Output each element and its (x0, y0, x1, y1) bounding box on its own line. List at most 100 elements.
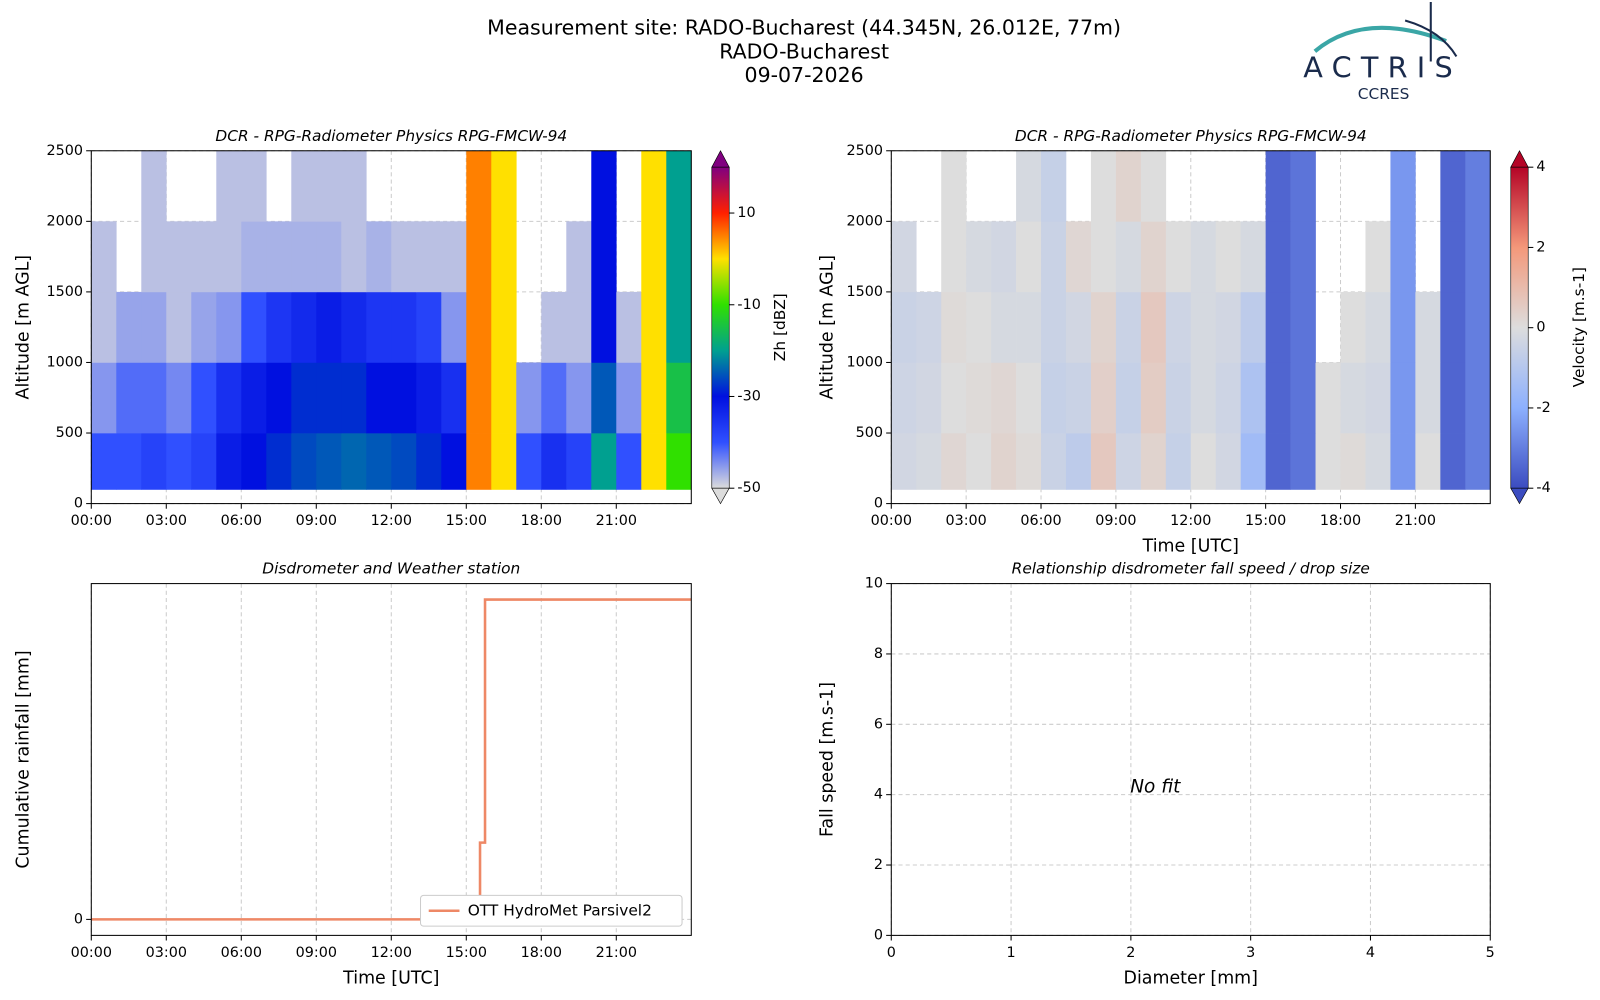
heat-cell (666, 362, 692, 434)
x-tick-label: 12:00 (371, 945, 412, 961)
heat-cell (441, 362, 467, 434)
heat-cell (341, 221, 367, 293)
heat-cell (966, 291, 992, 363)
heat-cell (891, 362, 917, 434)
heat-cell (241, 291, 267, 363)
x-tick-label: 2 (1126, 945, 1135, 961)
heat-cell (941, 291, 967, 363)
heat-cell (1090, 291, 1117, 363)
heat-cell (1340, 433, 1366, 490)
heat-cell (341, 362, 367, 434)
heat-cell (1265, 221, 1291, 293)
colorbar-extend-top (1510, 150, 1529, 168)
heat-cell (1165, 433, 1192, 490)
heat-cell (216, 291, 242, 363)
heat-cell (1390, 150, 1416, 222)
y-tick-label: 0 (874, 927, 883, 943)
logo-sub: CCRES (1358, 85, 1410, 103)
heat-cell (266, 433, 292, 490)
heat-cell (91, 433, 117, 490)
heat-cell (1065, 221, 1092, 293)
heat-cell (141, 362, 167, 434)
heat-cell (1165, 291, 1192, 363)
colorbar-tick-label: -4 (1536, 480, 1550, 496)
x-tick-label: 06:00 (221, 513, 262, 529)
heat-cell (291, 150, 317, 222)
x-tick-label: 21:00 (596, 513, 637, 529)
heat-cell (966, 221, 992, 293)
y-tick-label: 4 (874, 787, 883, 803)
logo-mast (1404, 2, 1458, 62)
heat-cell (1465, 291, 1491, 363)
heat-cell (1465, 433, 1491, 490)
x-axis-label: Diameter [mm] (1124, 968, 1258, 988)
heat-cell (341, 150, 367, 222)
heat-cell (1090, 433, 1117, 490)
heat-cell (616, 362, 642, 434)
heat-cell (491, 221, 517, 293)
heat-cell (566, 362, 592, 434)
heat-cell (116, 433, 142, 490)
y-tick-label: 0 (74, 496, 83, 512)
y-tick-label: 2000 (47, 213, 84, 229)
heat-cell (1140, 150, 1167, 222)
heat-cell (266, 362, 292, 434)
heat-cell (291, 291, 317, 363)
heat-cell (1290, 221, 1316, 293)
heat-cell (316, 221, 342, 293)
panel: 00:00 03:00 06:00 09:00 12:00 15:00 18:00 21:00… (14, 127, 789, 529)
heat-cell (1115, 221, 1142, 293)
y-axis-label: Altitude [m AGL] (14, 255, 34, 400)
heat-cell (1041, 433, 1067, 490)
x-tick-label: 21:00 (596, 945, 637, 961)
logo-name: ACTRIS (1303, 51, 1462, 85)
heat-cell (1090, 150, 1117, 222)
heat-cell (1190, 362, 1217, 434)
heat-cell (341, 433, 367, 490)
heat-cell (1315, 433, 1341, 490)
x-tick-label: 0 (887, 945, 896, 961)
heat-cell (241, 433, 267, 490)
y-tick-label: 6 (874, 716, 883, 732)
heat-cell (1090, 362, 1117, 434)
colorbar (711, 167, 730, 489)
colorbar-tick-label: -30 (737, 388, 760, 404)
heat-cell (891, 433, 917, 490)
heat-cell (541, 362, 567, 434)
y-tick-label: 2000 (847, 213, 884, 229)
heat-cell (1115, 150, 1142, 222)
heat-cell (916, 362, 942, 434)
x-tick-label: 1 (1007, 945, 1016, 961)
line (91, 598, 692, 921)
heat-cell (1240, 433, 1266, 490)
heat-cell (316, 150, 342, 222)
heat-cell (366, 291, 392, 363)
x-tick-label: 09:00 (296, 513, 337, 529)
heat-cell (616, 291, 642, 363)
heat-cell (191, 362, 217, 434)
y-tick-label: 1000 (847, 354, 884, 370)
heat-cell (1340, 291, 1366, 363)
heat-cell (1440, 362, 1466, 434)
heat-cell (316, 362, 342, 434)
heat-cell (1465, 221, 1491, 293)
colorbar-extend-top (711, 150, 730, 168)
heat-cell (591, 150, 617, 222)
y-tick-label: 1500 (47, 284, 84, 300)
heat-cell (1290, 150, 1316, 222)
heat-cell (266, 291, 292, 363)
heat-cell (1165, 221, 1192, 293)
colorbar-tick-label: 2 (1536, 239, 1545, 255)
heat-cell (441, 221, 467, 293)
colorbar-label: Zh [dBZ] (771, 293, 789, 361)
heat-cell (116, 362, 142, 434)
x-tick-label: 00:00 (71, 945, 112, 961)
y-tick-label: 1000 (47, 354, 84, 370)
heat-cell (1041, 221, 1067, 293)
heat-cell (216, 221, 242, 293)
heat-cell (1041, 362, 1067, 434)
header-title: Measurement site: RADO-Bucharest (44.345… (487, 16, 1121, 40)
heat-cell (1290, 362, 1316, 434)
colorbar-label: Velocity [m.s-1] (1570, 267, 1588, 387)
legend-label: OTT HydroMet Parsivel2 (468, 901, 652, 919)
